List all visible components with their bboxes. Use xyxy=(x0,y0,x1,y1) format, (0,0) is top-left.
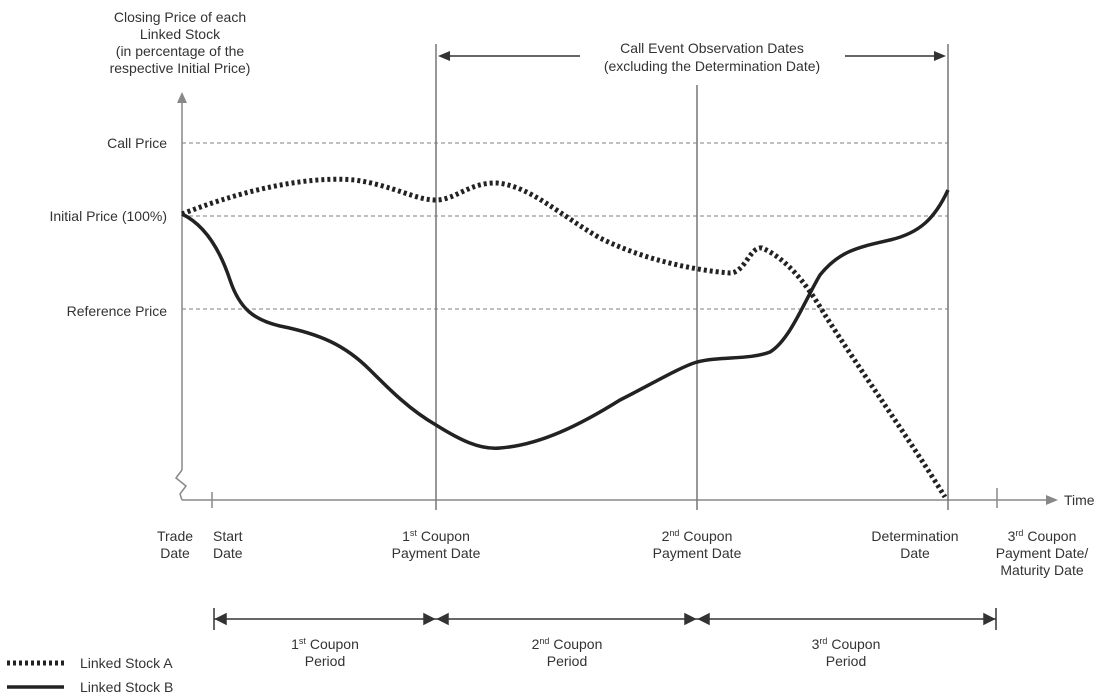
call-price-label: Call Price xyxy=(107,135,167,151)
observation-banner-line1: Call Event Observation Dates xyxy=(620,40,804,56)
initial-price-label: Initial Price (100%) xyxy=(49,208,168,224)
coupon2-date-line2: Payment Date xyxy=(652,545,742,561)
period1-rest: Coupon xyxy=(305,636,359,652)
period2-sup: nd xyxy=(539,636,550,646)
period1-head-right xyxy=(423,612,436,626)
legend-label-b: Linked Stock B xyxy=(80,679,174,695)
determination-date-label: Determination Date xyxy=(871,528,959,561)
x-axis-label: Time xyxy=(1064,492,1095,508)
period1-line2: Period xyxy=(304,653,346,669)
observation-banner-line2: (excluding the Determination Date) xyxy=(603,58,821,74)
coupon1-date-line2: Payment Date xyxy=(391,545,481,561)
period3-head-left xyxy=(697,612,710,626)
period3-rest: Coupon xyxy=(827,636,881,652)
y-axis-title: Closing Price of each Linked Stock (in p… xyxy=(109,9,251,76)
coupon1-date-label: 1st Coupon Payment Date xyxy=(356,528,516,562)
period3-num: 3 xyxy=(811,636,820,652)
period2-rest: Coupon xyxy=(549,636,603,652)
coupon1-date-num: 1 xyxy=(402,528,410,544)
period2-head-right xyxy=(684,612,697,626)
coupon1-date-sup: st xyxy=(409,528,417,538)
coupon2-date-label: 2nd Coupon Payment Date xyxy=(617,528,777,562)
trade-date-label: Trade Date xyxy=(156,528,194,561)
period3-line2: Period xyxy=(825,653,867,669)
period1-sup: st xyxy=(298,636,306,646)
coupon2-date-sup: nd xyxy=(669,528,680,538)
y-axis-arrow xyxy=(177,92,187,103)
banner-arrowhead-left xyxy=(438,51,450,61)
period2-head-left xyxy=(436,612,449,626)
linked-stock-a-line xyxy=(181,176,948,499)
period3-label: 3rd Coupon Period xyxy=(776,636,916,670)
period1-head-left xyxy=(214,612,227,626)
linked-stock-b-line xyxy=(181,189,950,450)
coupon2-date-num: 2 xyxy=(661,528,670,544)
period2-line2: Period xyxy=(546,653,588,669)
reference-price-label: Reference Price xyxy=(66,303,167,319)
period1-label: 1st Coupon Period xyxy=(255,636,395,670)
coupon1-date-rest: Coupon xyxy=(416,528,470,544)
banner-arrowhead-right xyxy=(934,51,946,61)
coupon3-date-rest: Coupon xyxy=(1023,528,1077,544)
coupon2-date-rest: Coupon xyxy=(679,528,733,544)
period3-sup: rd xyxy=(819,636,828,646)
x-axis-arrow xyxy=(1046,495,1058,505)
period1-num: 1 xyxy=(291,636,299,652)
coupon3-date-label: 3rd Coupon Payment Date/ Maturity Date xyxy=(978,528,1106,579)
start-date-label: Start Date xyxy=(213,528,243,561)
legend-label-a: Linked Stock A xyxy=(80,655,173,671)
coupon3-date-line2: Payment Date/ xyxy=(995,545,1089,561)
coupon3-date-num: 3 xyxy=(1007,528,1016,544)
coupon3-date-sup: rd xyxy=(1015,528,1024,538)
period2-num: 2 xyxy=(531,636,540,652)
period3-head-right xyxy=(983,612,996,626)
period2-label: 2nd Coupon Period xyxy=(497,636,637,670)
y-axis-break xyxy=(174,469,188,501)
coupon3-date-line3: Maturity Date xyxy=(1000,562,1084,578)
